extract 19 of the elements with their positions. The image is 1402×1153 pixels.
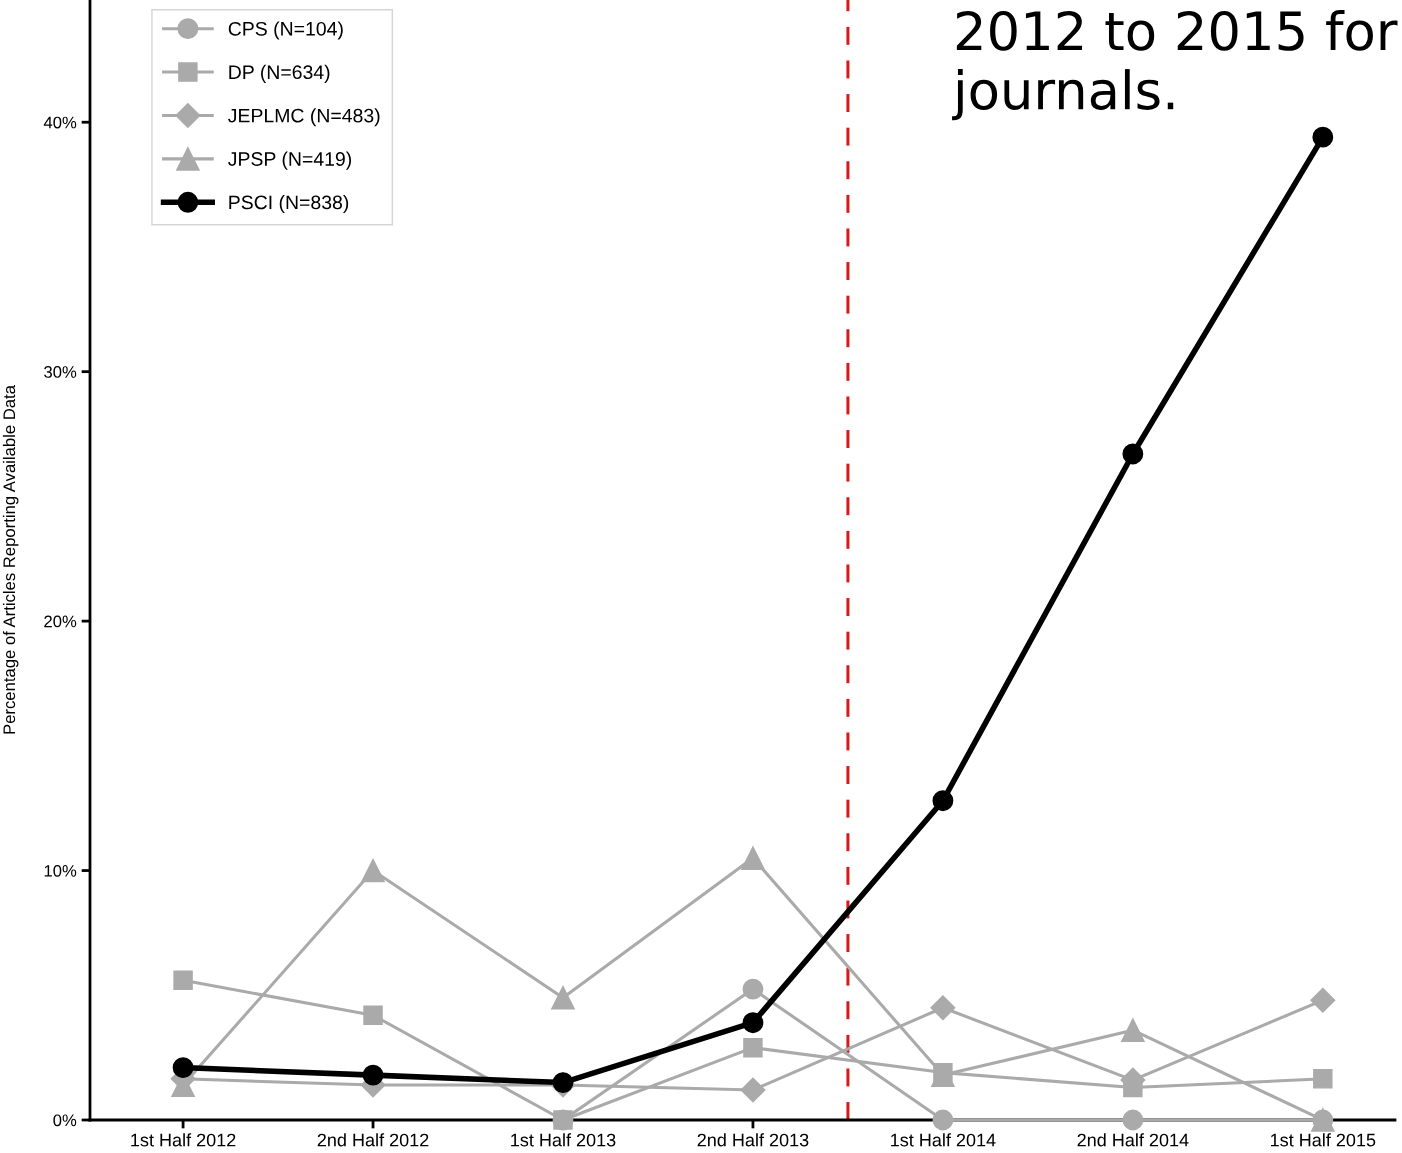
y-tick-label: 0%	[53, 1114, 77, 1127]
legend-label: DP (N=634)	[229, 64, 330, 83]
y-tick-label: 40%	[43, 116, 77, 129]
legend-label: PSCI (N=838)	[229, 195, 349, 214]
x-tick-label: 2nd Half 2014	[1077, 1133, 1189, 1147]
y-axis-title: Percentage of Articles Reporting Available Data	[2, 385, 19, 734]
legend-label: JPSP (N=419)	[228, 151, 352, 170]
x-tick-label: 1st Half 2015	[1271, 1133, 1376, 1147]
y-tick-label: 30%	[44, 366, 77, 378]
annotation: 2012 to 2015 for journals.	[952, 10, 1398, 121]
x-tick-label: 1st Half 2013	[511, 1133, 616, 1147]
x-tick-label: 2nd Half 2012	[317, 1133, 429, 1147]
legend-label: CPS (N=104)	[228, 21, 343, 40]
y-tick-label: 20%	[44, 615, 77, 628]
x-tick-label: 2nd Half 2013	[697, 1133, 809, 1147]
x-tick-label: 1st Half 2014	[891, 1133, 996, 1147]
y-tick-label: 10%	[44, 864, 77, 877]
legend-label: JEPLMC (N=483)	[228, 108, 380, 127]
x-tick-label: 1st Half 2012	[131, 1133, 236, 1147]
